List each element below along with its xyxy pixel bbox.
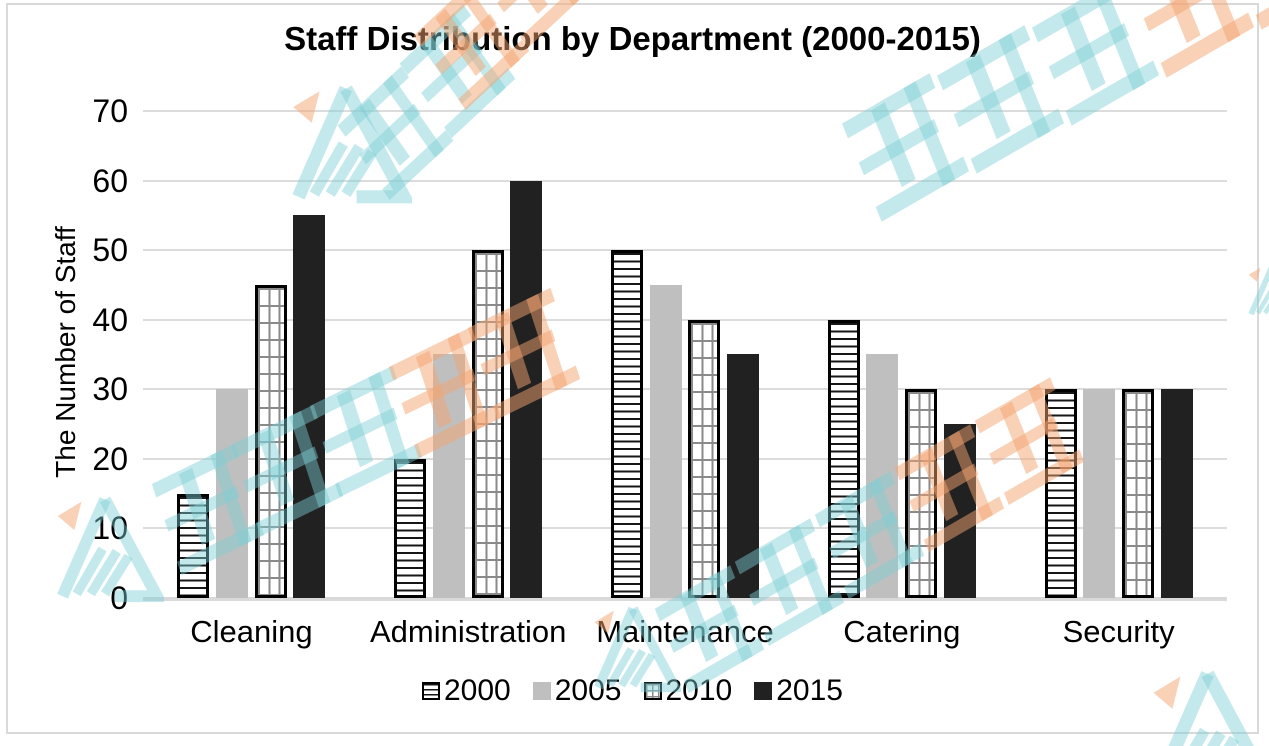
bar-maintenance-2000	[610, 250, 643, 598]
y-tick-label-60: 60	[92, 162, 128, 199]
legend-label-2000: 2000	[444, 674, 511, 707]
bar-maintenance-2005	[649, 285, 682, 598]
legend-label-2010: 2010	[665, 674, 733, 707]
legend-swatch-2005	[532, 682, 551, 700]
legend-label-2005: 2005	[554, 674, 622, 707]
legend-item-2010: 2010	[643, 674, 733, 707]
bar-catering-2015	[943, 424, 976, 598]
x-label-maintenance: Maintenance	[596, 614, 774, 649]
y-axis-title: The Number of Staff	[50, 226, 81, 478]
legend: 2000 2005 2010 2015	[6, 676, 1259, 706]
legend-item-2005: 2005	[532, 674, 622, 707]
y-tick-label-50: 50	[92, 232, 128, 269]
bar-cleaning-2010	[254, 285, 287, 598]
gridline-60	[143, 179, 1227, 182]
bar-cleaning-2005	[216, 389, 249, 598]
legend-swatch-2000	[422, 682, 440, 700]
gridline-20	[143, 457, 1227, 460]
y-tick-label-70: 70	[92, 93, 128, 129]
x-label-security: Security	[1062, 614, 1175, 649]
bar-administration-2010	[471, 250, 504, 598]
legend-swatch-2015	[754, 682, 773, 700]
y-tick-label-0: 0	[110, 580, 128, 616]
bar-catering-2000	[827, 320, 860, 598]
bar-security-2015	[1160, 389, 1193, 598]
x-label-cleaning: Cleaning	[190, 614, 313, 649]
bar-administration-2000	[394, 459, 427, 598]
y-tick-label-10: 10	[92, 510, 128, 547]
legend-label-2015: 2015	[776, 674, 843, 707]
bar-cleaning-2000	[177, 494, 210, 598]
y-tick-label-40: 40	[92, 301, 128, 338]
chart-title: Staff Distribution by Department (2000-2…	[284, 20, 981, 57]
x-axis-line	[143, 597, 1227, 601]
bar-security-2010	[1121, 389, 1154, 598]
bar-catering-2010	[905, 389, 938, 598]
gridline-10	[143, 527, 1227, 530]
x-label-catering: Catering	[843, 614, 961, 649]
bar-cleaning-2015	[293, 215, 326, 598]
gridline-40	[143, 318, 1227, 321]
bar-security-2000	[1044, 389, 1077, 598]
bar-maintenance-2015	[727, 354, 760, 598]
legend-item-2015: 2015	[754, 676, 843, 706]
gridline-50	[143, 249, 1227, 252]
legend-item-2000: 2000	[422, 676, 511, 706]
bar-catering-2005	[866, 354, 899, 598]
bar-security-2005	[1083, 389, 1116, 598]
bar-administration-2015	[510, 181, 543, 598]
gridline-30	[143, 388, 1227, 391]
gridline-70	[143, 110, 1227, 112]
x-label-administration: Administration	[369, 614, 567, 649]
bar-administration-2005	[432, 354, 465, 598]
bar-maintenance-2010	[688, 320, 721, 598]
chart-frame-border	[6, 3, 1259, 734]
y-tick-label-30: 30	[92, 371, 128, 408]
legend-swatch-2010	[643, 682, 662, 700]
y-tick-label-20: 20	[92, 440, 128, 477]
